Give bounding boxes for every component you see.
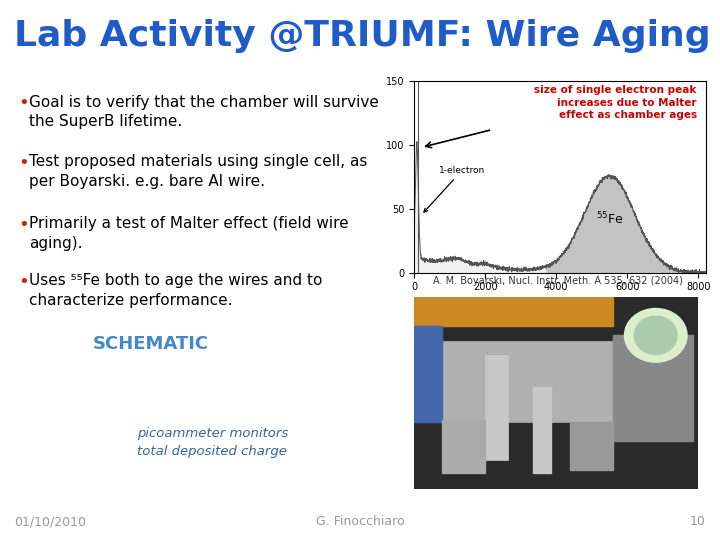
Text: A. M. Boyarski, Nucl. Instr. Meth. A 535, 632 (2004): A. M. Boyarski, Nucl. Instr. Meth. A 535… bbox=[433, 276, 683, 287]
Bar bbox=[485, 354, 508, 460]
Text: •: • bbox=[18, 216, 29, 234]
X-axis label: Channel Number: Channel Number bbox=[508, 298, 612, 308]
Text: 01/10/2010: 01/10/2010 bbox=[14, 515, 86, 528]
Ellipse shape bbox=[634, 316, 677, 355]
Text: $^{55}$Fe: $^{55}$Fe bbox=[595, 211, 624, 227]
Text: Goal is to verify that the chamber will survive
the SuperB lifetime.: Goal is to verify that the chamber will … bbox=[29, 94, 379, 129]
Text: Test proposed materials using single cell, as
per Boyarski. e.g. bare Al wire.: Test proposed materials using single cel… bbox=[29, 154, 367, 188]
Bar bbox=[534, 387, 551, 474]
Text: Uses ⁵⁵Fe both to age the wires and to
characterize performance.: Uses ⁵⁵Fe both to age the wires and to c… bbox=[29, 273, 322, 307]
Text: Lab Activity @TRIUMF: Wire Aging Tests: Lab Activity @TRIUMF: Wire Aging Tests bbox=[14, 19, 720, 53]
Bar bbox=[442, 420, 485, 474]
Text: Primarily a test of Malter effect (field wire
aging).: Primarily a test of Malter effect (field… bbox=[29, 216, 348, 251]
Text: picoammeter monitors
total deposited charge: picoammeter monitors total deposited cha… bbox=[137, 427, 288, 457]
Bar bbox=[613, 335, 693, 441]
Bar bbox=[570, 422, 613, 469]
Ellipse shape bbox=[624, 308, 687, 362]
Text: 10: 10 bbox=[690, 515, 706, 528]
Bar bbox=[437, 341, 613, 422]
Text: 1-electron: 1-electron bbox=[424, 166, 485, 212]
Bar bbox=[414, 326, 442, 422]
Text: •: • bbox=[18, 273, 29, 291]
Text: •: • bbox=[18, 154, 29, 172]
Text: SCHEMATIC: SCHEMATIC bbox=[93, 335, 210, 353]
Bar bbox=[414, 297, 613, 326]
Text: G. Finocchiaro: G. Finocchiaro bbox=[315, 515, 405, 528]
Text: •: • bbox=[18, 94, 29, 112]
Text: size of single electron peak
increases due to Malter
effect as chamber ages: size of single electron peak increases d… bbox=[534, 85, 697, 120]
